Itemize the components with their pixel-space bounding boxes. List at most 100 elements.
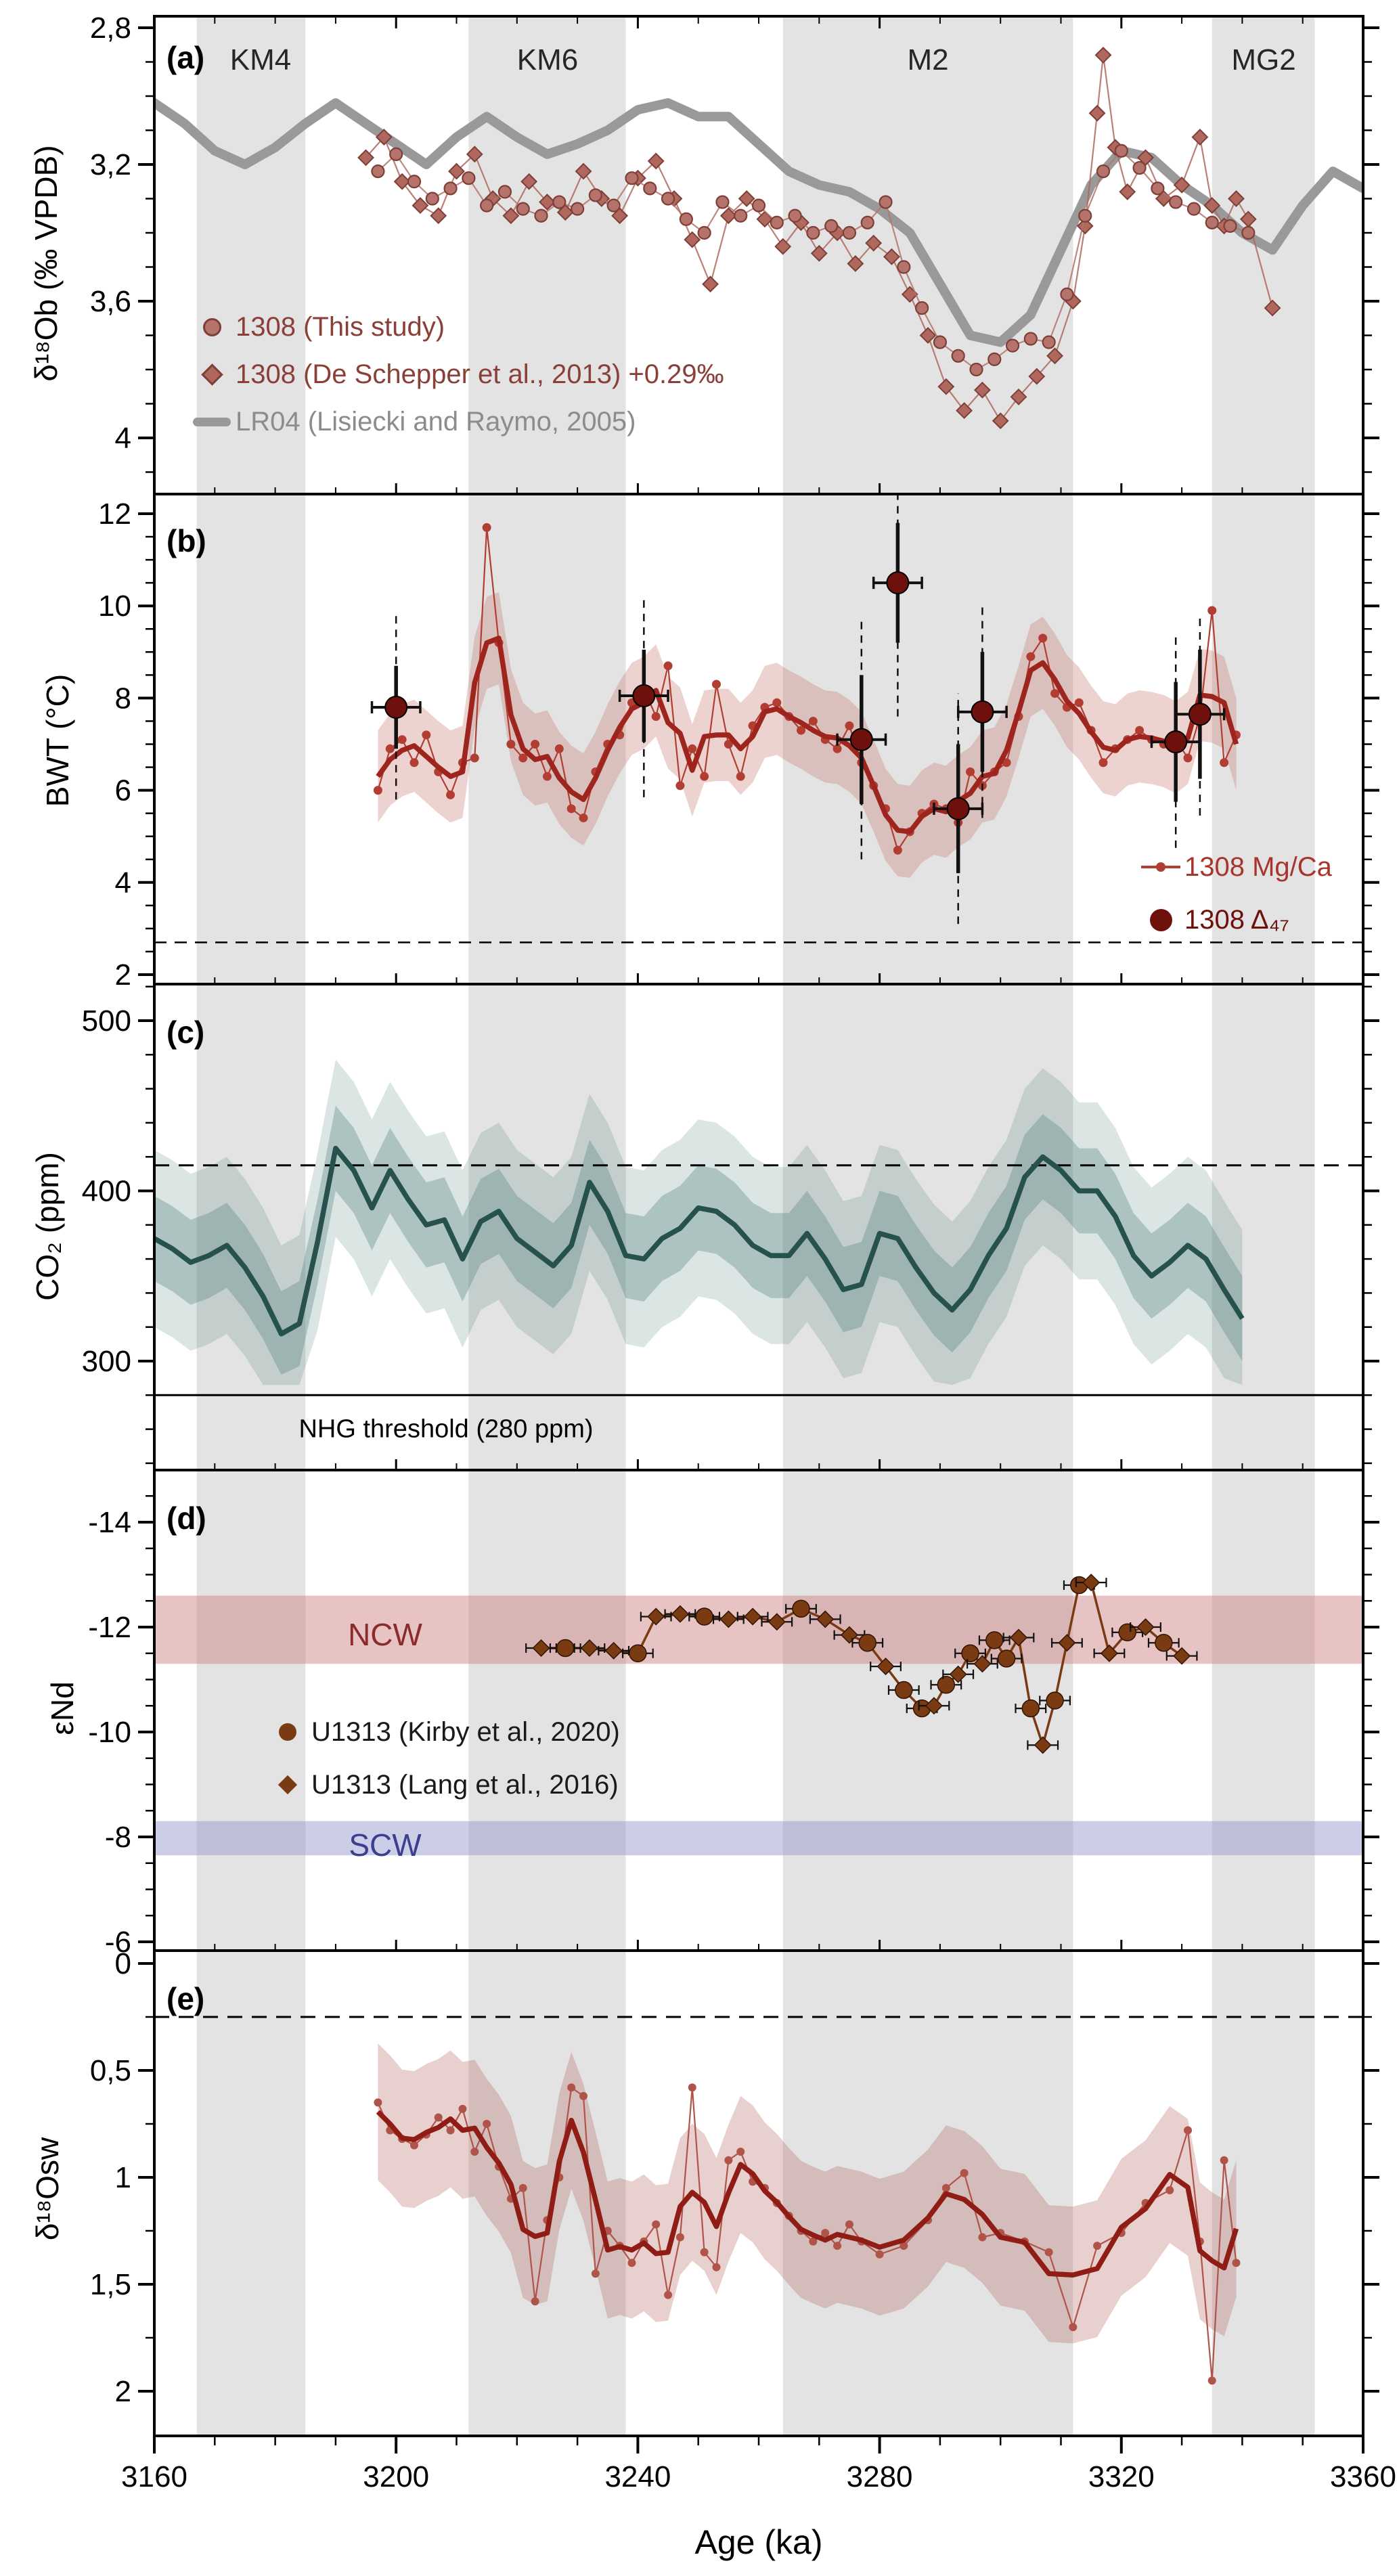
deschepper-marker	[647, 152, 665, 170]
stage-label-m2: M2	[907, 43, 949, 76]
y-axis-title-a: δ¹⁸Ob (‰ VPDB)	[28, 145, 64, 382]
study-marker	[1078, 208, 1092, 223]
osw-dot	[900, 2242, 908, 2250]
deschepper-marker	[502, 207, 520, 225]
legend-label: 1308 (De Schepper et al., 2013) +0.29‰	[236, 359, 724, 389]
study-marker	[697, 225, 711, 240]
mgca-dot	[531, 740, 540, 749]
study-marker	[1223, 219, 1237, 233]
panel-letter-d: (d)	[166, 1501, 206, 1536]
osw-smooth-line	[376, 2110, 1239, 2278]
osw-dot	[736, 2148, 745, 2156]
co2-band-outer	[154, 1059, 1243, 1385]
gray-line-marker-icon	[188, 417, 236, 426]
osw-dot	[1093, 2242, 1102, 2250]
d47-point	[971, 700, 994, 724]
study-marker	[371, 164, 385, 179]
deschepper-marker	[1228, 190, 1245, 207]
study-marker	[1114, 143, 1128, 158]
y-axis-title-e: δ¹⁸Osw	[30, 2137, 65, 2241]
legend-item-d47: 1308 Δ₄₇	[1137, 893, 1332, 946]
mgca-dot	[711, 680, 721, 689]
osw-dot	[374, 2098, 382, 2107]
study-marker	[751, 198, 766, 213]
y-tick-label: 1,5	[90, 2268, 131, 2301]
stage-label-km4: KM4	[229, 43, 292, 76]
deschepper-marker	[865, 234, 883, 252]
mgca-dot	[1098, 758, 1108, 768]
osw-dot	[1232, 2259, 1241, 2267]
legend-item-lr04: LR04 (Lisiecki and Raymo, 2005)	[188, 398, 724, 445]
mgca-dot	[1002, 758, 1011, 768]
deschepper-marker	[684, 231, 701, 248]
mgca-dot	[651, 712, 661, 721]
osw-dot	[675, 2233, 684, 2242]
d47-point	[1164, 730, 1188, 754]
deschepper-marker	[919, 327, 937, 344]
deschepper-marker	[956, 402, 973, 420]
d47-point	[384, 696, 408, 719]
study-marker	[788, 208, 802, 223]
legend-label: 1308 Mg/Ca	[1184, 851, 1332, 882]
legend-item-kirby: U1313 (Kirby et al., 2020)	[264, 1706, 620, 1758]
mgca-dot	[700, 772, 709, 781]
deschepper-marker	[1028, 368, 1046, 385]
nd-circle-marker	[858, 1634, 876, 1652]
nd-diamond-marker	[647, 1607, 665, 1626]
study-marker	[734, 208, 748, 223]
study-marker	[443, 181, 458, 196]
nd-circle-marker	[1046, 1691, 1064, 1710]
water-mass-band-scw	[154, 1821, 1363, 1856]
deschepper-marker	[448, 162, 465, 180]
mgca-dot	[832, 744, 842, 753]
study-marker	[389, 147, 403, 161]
x-tick-label: 3360	[1330, 2460, 1396, 2493]
stage-label-mg2: MG2	[1231, 43, 1296, 76]
study-marker	[933, 335, 948, 349]
osw-dot	[875, 2250, 884, 2259]
osw-dot	[700, 2248, 709, 2257]
mgca-dot	[1220, 758, 1229, 768]
y-tick-label: 3,2	[90, 148, 131, 181]
legend-label: U1313 (Lang et al., 2016)	[311, 1769, 619, 1800]
nd-diamond-marker	[1034, 1736, 1052, 1754]
x-axis-title: Age (ka)	[694, 2523, 823, 2561]
y-tick-label: 500	[82, 1004, 131, 1038]
deschepper-marker	[774, 238, 792, 255]
legend-label: 1308 (This study)	[236, 311, 445, 342]
mgca-dot	[1050, 689, 1060, 698]
nd-circle-marker	[629, 1644, 647, 1662]
mgca-dot	[470, 753, 479, 763]
osw-dot	[591, 2269, 600, 2278]
study-marker	[407, 175, 422, 189]
y-tick-label: 8	[115, 682, 131, 715]
nd-diamond-marker	[1100, 1644, 1119, 1662]
legend-panel-a: 1308 (This study) 1308 (De Schepper et a…	[188, 303, 724, 445]
y-tick-label: 300	[82, 1345, 131, 1378]
panel-letter-a: (a)	[166, 40, 205, 75]
mgca-dot	[724, 740, 733, 749]
co2-line	[154, 1145, 1245, 1337]
osw-dot	[458, 2104, 467, 2113]
study-marker	[806, 225, 820, 240]
deschepper-marker	[1119, 183, 1136, 200]
deschepper-marker	[357, 149, 374, 166]
osw-dot	[1165, 2185, 1174, 2194]
osw-dot	[724, 2156, 733, 2164]
stage-bands-layer	[196, 16, 1315, 2436]
mgca-dot	[1183, 753, 1193, 763]
legend-panel-d: U1313 (Kirby et al., 2020) U1313 (Lang e…	[264, 1706, 620, 1811]
legend-panel-b: 1308 Mg/Ca 1308 Δ₄₇	[1137, 841, 1332, 946]
deschepper-marker	[992, 412, 1009, 430]
legend-label: LR04 (Lisiecki and Raymo, 2005)	[236, 406, 636, 437]
nd-diamond-marker	[744, 1607, 762, 1626]
mgca-dot	[893, 845, 902, 855]
osw-dot	[434, 2113, 443, 2122]
y-tick-label: 3,6	[90, 285, 131, 318]
stage-band-km6	[468, 16, 626, 2436]
mgca-dot	[663, 661, 673, 671]
y-tick-label: 0,5	[90, 2054, 131, 2087]
mgca-dot	[385, 744, 395, 753]
osw-dot	[941, 2183, 950, 2192]
study-marker	[606, 198, 621, 213]
